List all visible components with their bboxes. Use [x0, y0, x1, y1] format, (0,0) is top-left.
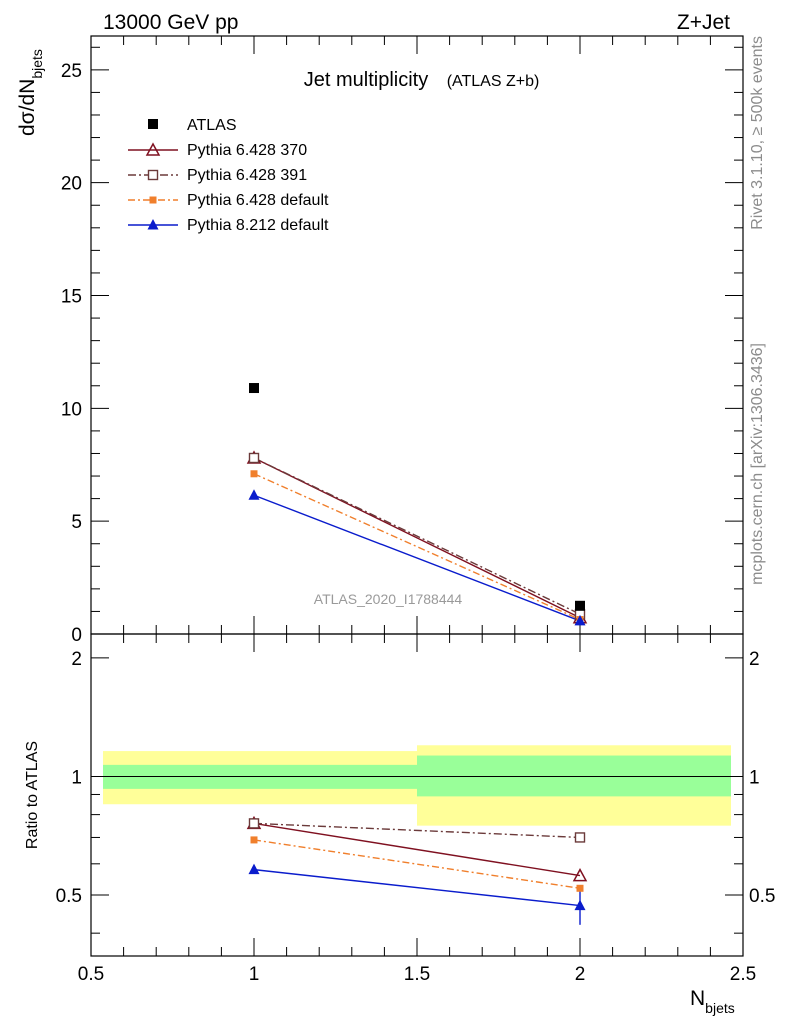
ratio-line-py391	[253, 822, 581, 839]
analysis-watermark: ATLAS_2020_I1788444	[314, 591, 463, 607]
legend-label-py8default: Pythia 8.212 default	[187, 217, 329, 234]
ratio-point-py6default	[576, 884, 584, 892]
ratio-point-py8default	[248, 863, 260, 875]
ratio-y-tick-label: 0.5	[56, 886, 82, 907]
ratio-line-py6default	[253, 839, 581, 889]
point-py8default	[248, 489, 260, 500]
legend-label-py370: Pythia 6.428 370	[187, 142, 307, 159]
main-axes: 0 5 10 15 20 25	[61, 35, 744, 646]
legend-marker-py6default	[149, 196, 157, 204]
uncertainty-bands	[91, 745, 743, 826]
ratio-y-tick-label: 2	[71, 649, 82, 670]
rivet-label: Rivet 3.1.10, ≥ 500k events	[749, 36, 766, 230]
ratio-point-py6default	[250, 836, 258, 844]
ratio-y-tick-label-right: 1	[749, 767, 760, 788]
ratio-series	[246, 815, 588, 925]
ratio-axes: 0.5 1 1.5 2 2.5 0.5 0.5 1 1 2 2	[56, 633, 775, 985]
x-tick-label: 1	[249, 964, 260, 985]
ratio-point-py370	[572, 868, 588, 882]
ratio-y-tick-label: 1	[71, 767, 82, 788]
legend-marker-py8default	[147, 219, 159, 230]
chart-subtitle: (ATLAS Z+b)	[447, 73, 540, 90]
y-tick-label: 0	[71, 625, 82, 646]
point-py391	[248, 452, 260, 464]
point-atlas	[249, 383, 259, 394]
ratio-point-py391	[248, 818, 260, 829]
x-tick-label: 1.5	[404, 964, 430, 985]
legend-marker-atlas	[148, 119, 158, 129]
legend-label-py391: Pythia 6.428 391	[187, 167, 307, 184]
point-py6default	[250, 470, 258, 478]
ratio-line-py370	[253, 822, 581, 877]
ratio-line-py8default	[253, 868, 581, 907]
y-tick-label: 20	[61, 174, 82, 195]
y-tick-label: 5	[71, 512, 82, 533]
ratio-point-py391	[574, 832, 586, 843]
x-tick-label: 2.5	[730, 964, 756, 985]
process-label: Z+Jet	[677, 11, 730, 34]
ratio-panel: 0.5 1 1.5 2 2.5 0.5 0.5 1 1 2 2 Ratio to ATLAS Nbj…	[24, 633, 775, 1016]
legend: ATLAS Pythia 6.428 370 Pythia 6.428 391 …	[128, 117, 329, 234]
legend-marker-py391	[147, 169, 159, 181]
energy-label: 13000 GeV pp	[103, 11, 238, 34]
y-axis-label: dσ/dNbjets	[16, 49, 45, 136]
main-series	[246, 383, 588, 626]
point-py8default	[574, 614, 586, 626]
series-line-py8default	[253, 494, 581, 622]
point-atlas	[575, 600, 585, 611]
mcplots-label: mcplots.cern.ch [arXiv:1306.3436]	[749, 343, 766, 585]
x-axis-label: Nbjets	[690, 987, 735, 1016]
x-tick-label: 0.5	[78, 964, 104, 985]
ratio-point-py8default	[574, 899, 586, 911]
ratio-y-tick-label-right: 2	[749, 649, 760, 670]
y-tick-label: 15	[61, 287, 82, 308]
ratio-y-label: Ratio to ATLAS	[24, 741, 41, 849]
y-tick-label: 25	[61, 61, 82, 82]
legend-marker-py370	[145, 142, 161, 156]
y-tick-label: 10	[61, 399, 82, 420]
legend-label-py6default: Pythia 6.428 default	[187, 192, 329, 209]
chart-title: Jet multiplicity	[304, 69, 428, 91]
ratio-y-tick-label-right: 0.5	[749, 886, 775, 907]
series-line-py391	[253, 457, 581, 615]
x-tick-label: 2	[575, 964, 586, 985]
legend-label-atlas: ATLAS	[187, 117, 237, 134]
